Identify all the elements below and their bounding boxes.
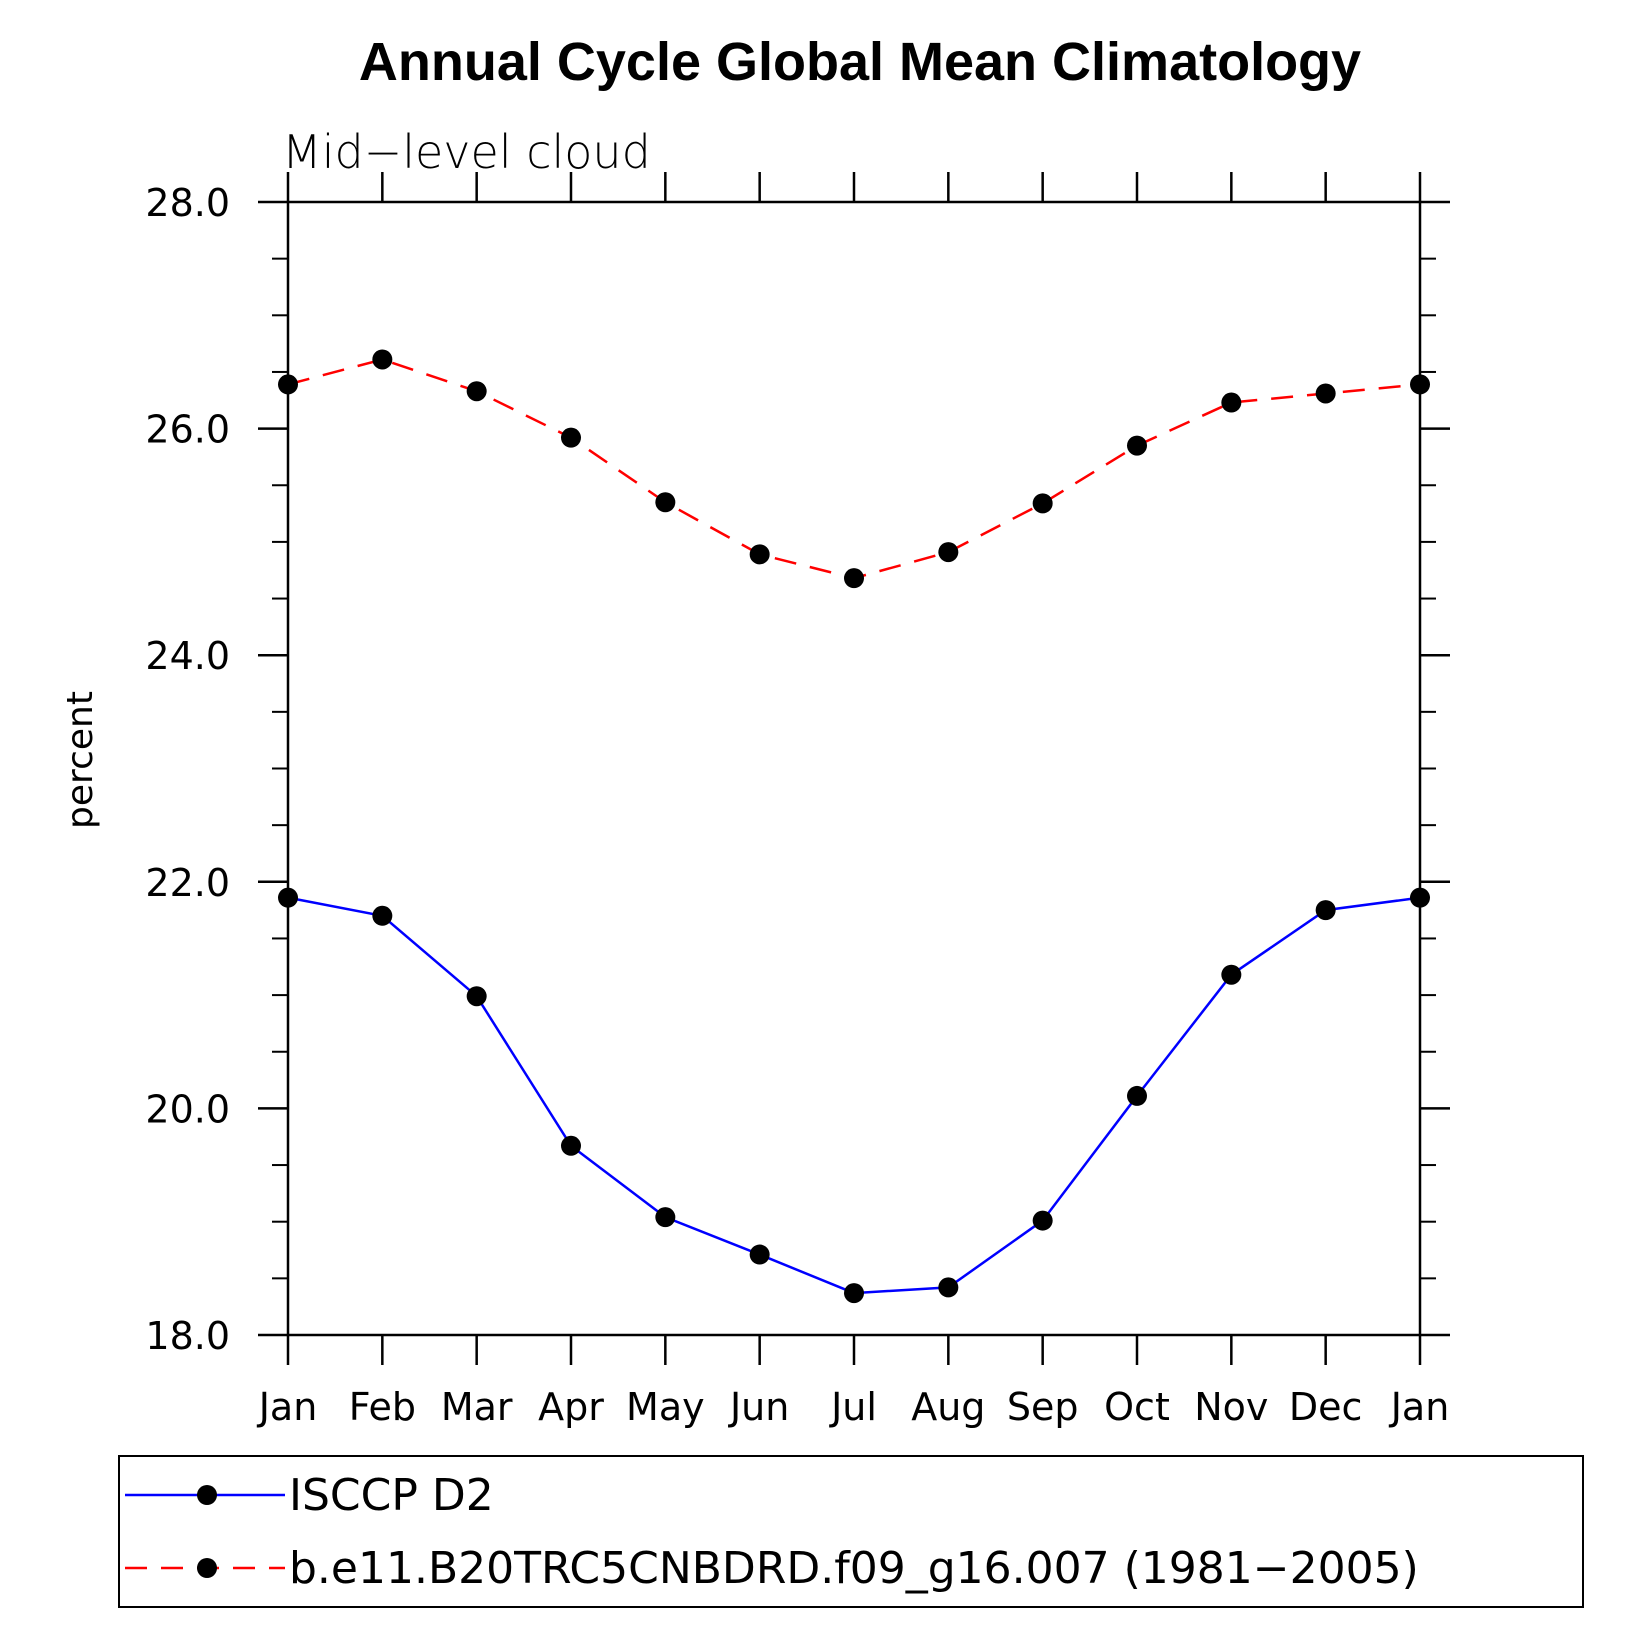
legend-box <box>118 1455 1584 1608</box>
data-point <box>1410 374 1430 395</box>
major-ticks <box>258 172 1450 1365</box>
data-point <box>655 1207 676 1228</box>
data-point <box>278 887 298 908</box>
x-tick-label: Feb <box>349 1385 416 1429</box>
chart-subtitle: Mid−level cloud <box>282 125 651 179</box>
series-layer <box>278 349 1430 1304</box>
data-point <box>1127 435 1147 456</box>
data-point <box>466 986 487 1007</box>
data-point <box>1127 1085 1147 1106</box>
data-point <box>749 1244 770 1265</box>
data-point <box>938 542 959 563</box>
x-tick-label: Jul <box>829 1385 877 1429</box>
data-point <box>1410 887 1430 908</box>
data-point <box>561 1135 581 1156</box>
data-point <box>278 374 298 395</box>
x-tick-label: Aug <box>911 1385 985 1429</box>
minor-ticks <box>272 257 1436 1280</box>
x-tick-label: Jun <box>728 1385 789 1429</box>
y-tick-labels: 18.0 20.0 22.0 24.0 26.0 28.0 <box>145 181 230 1358</box>
legend-entry-label: b.e11.B20TRC5CNBDRD.f09_g16.007 (1981−20… <box>289 1543 1419 1594</box>
x-tick-label: May <box>626 1385 705 1429</box>
y-tick-label: 22.0 <box>145 861 230 905</box>
legend-entry-label: ISCCP D2 <box>289 1470 494 1521</box>
x-tick-label: Mar <box>441 1385 513 1429</box>
data-point <box>466 381 487 402</box>
plot-border <box>286 200 1422 1337</box>
x-tick-label: Jan <box>1389 1385 1450 1429</box>
y-tick-label: 24.0 <box>145 634 230 678</box>
series-line <box>287 896 1421 1295</box>
data-point <box>844 568 864 589</box>
data-point <box>844 1283 864 1304</box>
x-tick-label: Sep <box>1007 1385 1079 1429</box>
y-tick-label: 20.0 <box>145 1087 230 1131</box>
data-point <box>749 544 770 565</box>
y-tick-label: 28.0 <box>145 181 230 225</box>
data-point <box>1315 900 1336 921</box>
data-point <box>1032 1210 1053 1231</box>
data-point <box>938 1277 959 1298</box>
x-tick-label: Dec <box>1289 1385 1363 1429</box>
series-2 <box>278 349 1430 589</box>
x-tick-label: Nov <box>1194 1385 1268 1429</box>
series-line <box>287 358 1421 580</box>
y-tick-label: 26.0 <box>145 408 230 452</box>
data-point <box>655 492 676 513</box>
x-tick-label: Oct <box>1104 1385 1170 1429</box>
chart-title: Annual Cycle Global Mean Climatology <box>359 32 1361 92</box>
data-point <box>561 427 581 448</box>
data-point <box>372 349 393 370</box>
legend-items: ISCCP D2 b.e11.B20TRC5CNBDRD.f09_g16.007 … <box>125 1470 1419 1594</box>
data-point <box>1221 392 1242 413</box>
plot-frame <box>286 200 1422 1337</box>
x-tick-label: Jan <box>257 1385 318 1429</box>
data-point <box>1315 383 1336 404</box>
legend-swatch-marker <box>197 1485 217 1505</box>
x-tick-label: Apr <box>538 1385 604 1429</box>
x-tick-labels: Jan Feb Mar Apr May Jun Jul Aug Sep Oct Nov Dec Jan <box>257 1385 1450 1429</box>
legend-swatch-marker <box>197 1558 217 1578</box>
data-point <box>372 905 393 926</box>
series-1 <box>278 887 1430 1304</box>
data-point <box>1032 493 1053 514</box>
y-axis-label: percent <box>60 691 101 829</box>
data-point <box>1221 964 1242 985</box>
legend: ISCCP D2 b.e11.B20TRC5CNBDRD.f09_g16.007 … <box>118 1455 1584 1608</box>
y-tick-label: 18.0 <box>145 1314 230 1358</box>
